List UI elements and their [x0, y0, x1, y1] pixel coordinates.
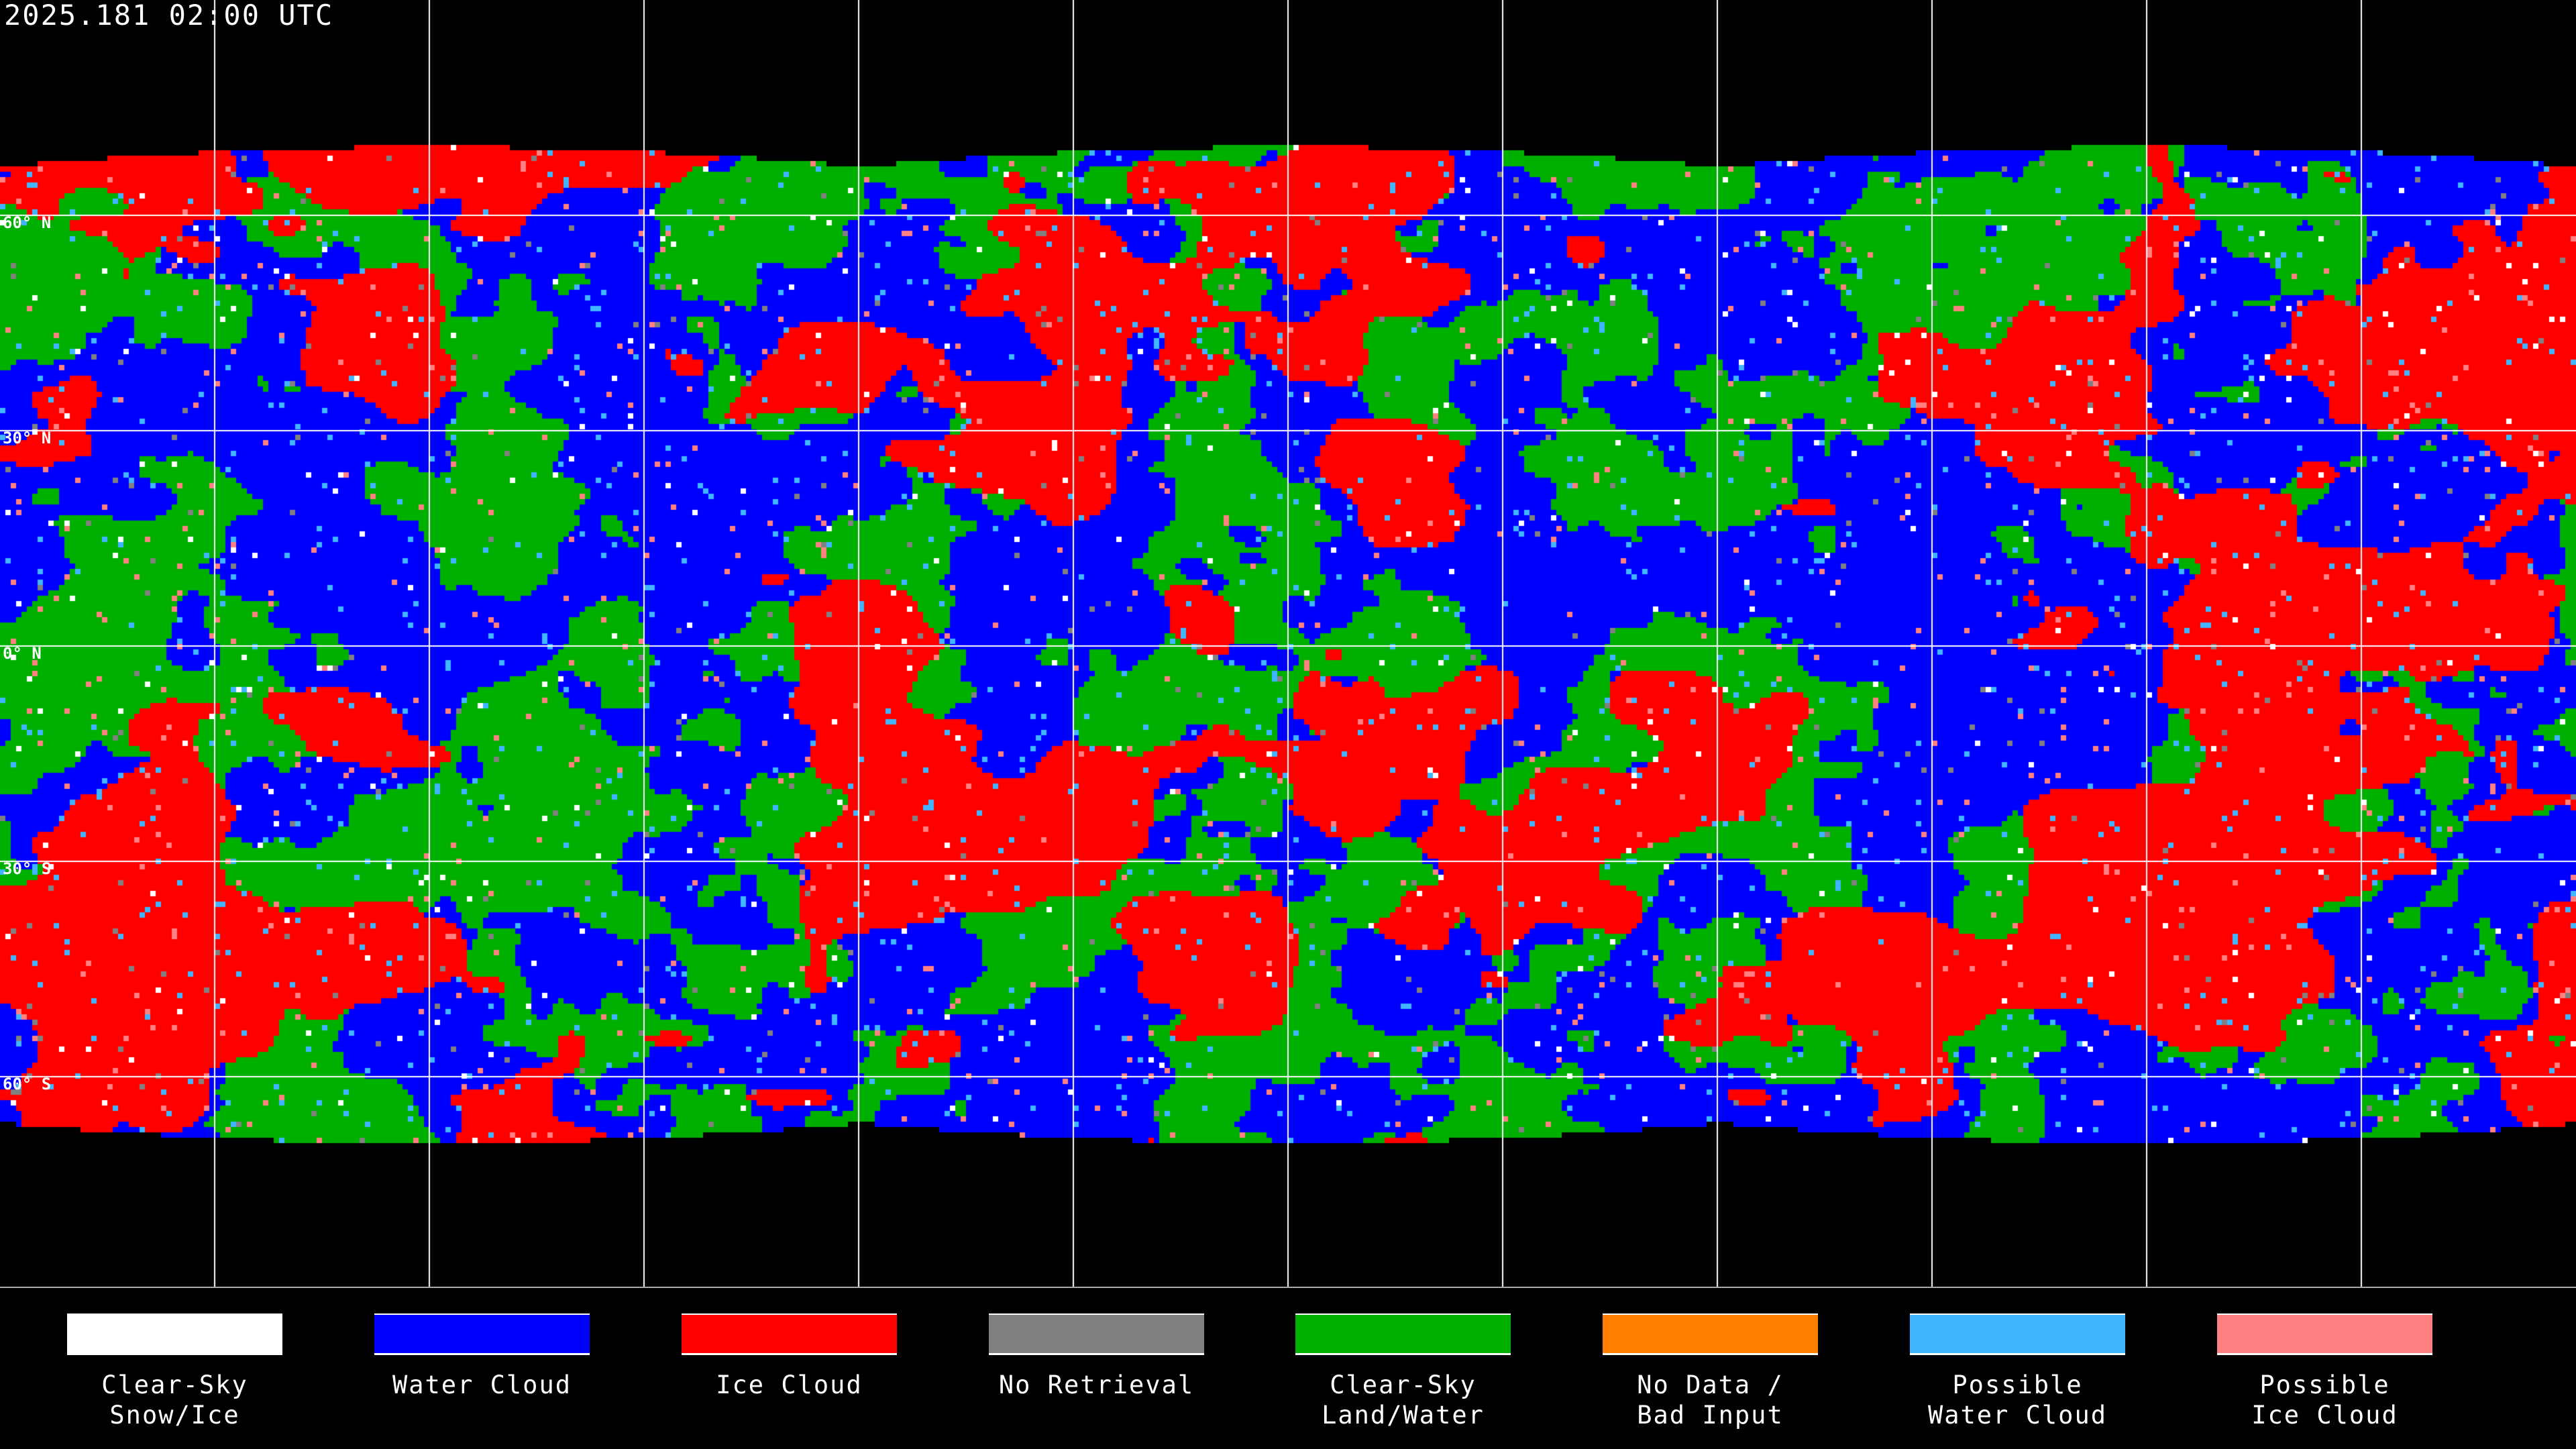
legend-label: No Retrieval	[998, 1371, 1195, 1399]
legend-item-clear-land: Clear-Sky Land/Water	[1295, 1313, 1511, 1430]
legend-item-no-data: No Data / Bad Input	[1602, 1313, 1819, 1430]
legend-swatch	[682, 1313, 897, 1355]
cloud-phase-map: 2025.181 02:00 UTC 60° N 30° N 0° N 30° …	[0, 0, 2576, 1287]
legend-swatch	[2217, 1313, 2432, 1355]
legend-item-clear-snow: Clear-Sky Snow/Ice	[66, 1313, 283, 1430]
legend-swatch	[1603, 1313, 1818, 1355]
legend: Clear-Sky Snow/Ice Water Cloud Ice Cloud…	[0, 1288, 2576, 1449]
map-border	[0, 1287, 2576, 1288]
legend-swatch	[374, 1313, 590, 1355]
cloud-phase-raster	[0, 0, 2576, 1287]
legend-swatch	[1295, 1313, 1511, 1355]
legend-label: Clear-Sky Snow/Ice	[101, 1371, 248, 1430]
timestamp-title: 2025.181 02:00 UTC	[4, 0, 334, 32]
legend-item-no-retrieval: No Retrieval	[988, 1313, 1205, 1400]
lat-label-30s: 30° S	[3, 859, 52, 878]
lat-label-30n: 30° N	[3, 429, 52, 447]
legend-swatch	[989, 1313, 1204, 1355]
legend-item-water-cloud: Water Cloud	[374, 1313, 590, 1400]
legend-label: Possible Ice Cloud	[2251, 1371, 2398, 1430]
lat-label-60n: 60° N	[3, 213, 52, 232]
legend-label: Water Cloud	[392, 1371, 572, 1399]
legend-item-ice-cloud: Ice Cloud	[681, 1313, 898, 1400]
legend-label: Possible Water Cloud	[1927, 1371, 2108, 1430]
legend-swatch	[67, 1313, 282, 1355]
legend-label: Ice Cloud	[716, 1371, 863, 1399]
legend-swatch	[1910, 1313, 2125, 1355]
lat-label-60s: 60° S	[3, 1075, 52, 1093]
legend-item-possible-water: Possible Water Cloud	[1909, 1313, 2126, 1430]
legend-item-possible-ice: Possible Ice Cloud	[2216, 1313, 2433, 1430]
legend-label: No Data / Bad Input	[1637, 1371, 1784, 1430]
lat-label-0: 0° N	[3, 644, 42, 663]
legend-label: Clear-Sky Land/Water	[1322, 1371, 1485, 1430]
